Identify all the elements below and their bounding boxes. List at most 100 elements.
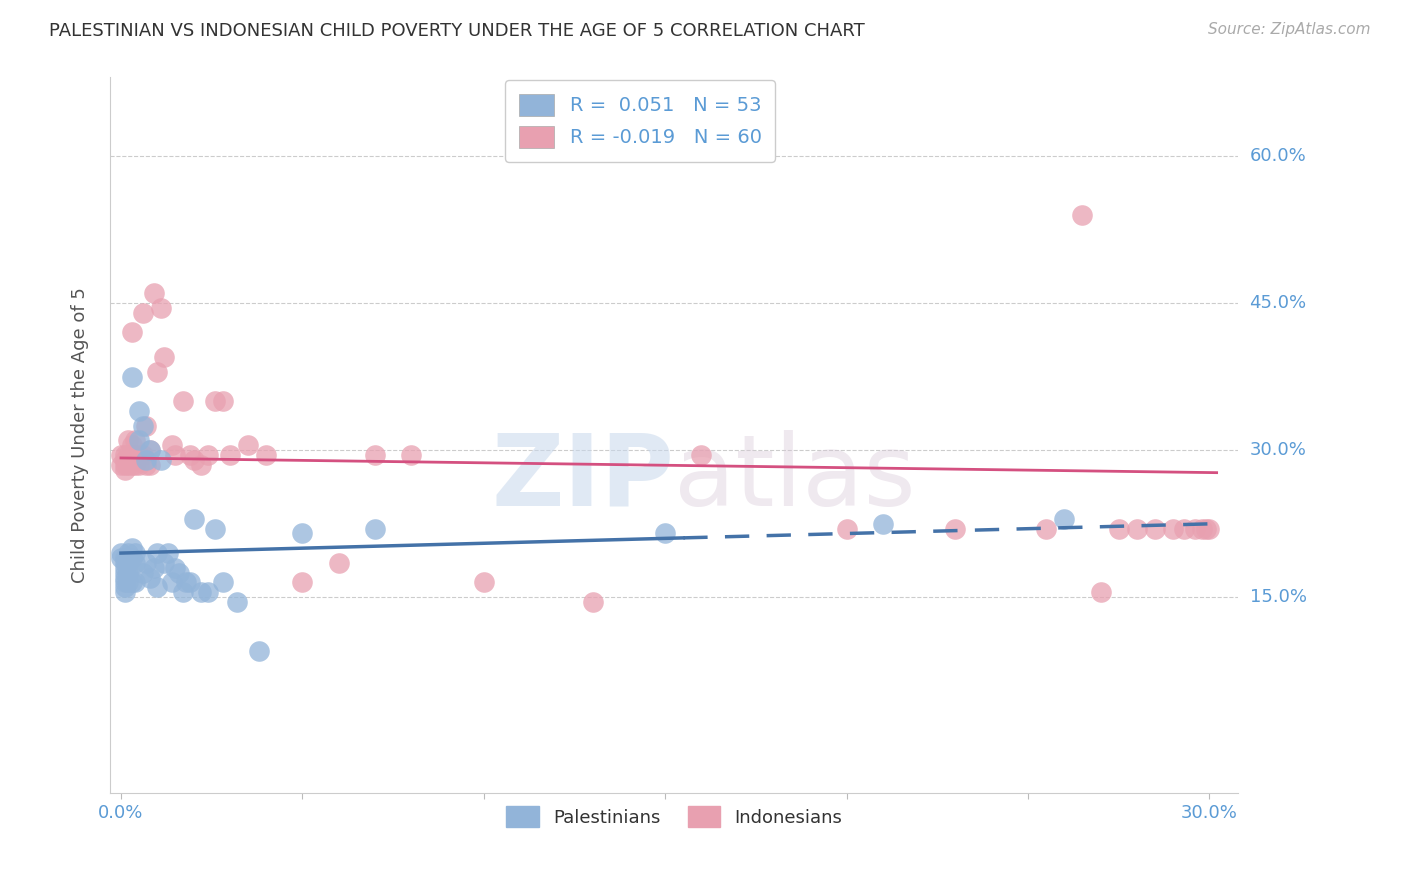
Point (132, 448, 155, 462)
Point (1053, 512, 1076, 526)
Point (835, 522, 858, 536)
Point (1191, 522, 1213, 536)
Point (1143, 522, 1166, 536)
Point (117, 434, 139, 448)
Point (132, 306, 155, 320)
Point (149, 453, 172, 467)
Point (110, 551, 132, 566)
Point (132, 566, 155, 580)
Point (1126, 522, 1149, 536)
Point (128, 448, 150, 462)
Point (172, 394, 194, 409)
Point (139, 458, 162, 472)
Point (190, 585, 212, 599)
Point (114, 556, 136, 570)
Point (364, 522, 387, 536)
Text: 15.0%: 15.0% (1250, 588, 1306, 607)
Point (291, 526, 314, 541)
Point (110, 448, 132, 462)
Point (139, 443, 162, 458)
Point (142, 286, 165, 301)
Point (1198, 522, 1220, 536)
Point (872, 516, 894, 531)
Point (153, 350, 176, 364)
Text: atlas: atlas (675, 430, 915, 527)
Point (124, 458, 146, 472)
Point (149, 301, 172, 315)
Point (121, 541, 143, 556)
Point (139, 443, 162, 458)
Point (190, 458, 212, 472)
Point (114, 453, 136, 467)
Point (124, 448, 146, 462)
Point (581, 595, 603, 609)
Point (128, 404, 150, 418)
Point (183, 453, 205, 467)
Point (197, 448, 219, 462)
Point (179, 575, 201, 590)
Point (1195, 522, 1218, 536)
Point (211, 394, 233, 409)
Point (117, 458, 139, 472)
Point (1090, 585, 1112, 599)
Point (135, 453, 157, 467)
Point (165, 448, 187, 462)
Point (167, 566, 190, 580)
Point (1071, 208, 1094, 222)
Point (160, 575, 183, 590)
Point (121, 326, 143, 340)
Point (135, 556, 157, 570)
Point (146, 546, 169, 560)
Point (114, 585, 136, 599)
Point (114, 575, 136, 590)
Point (1035, 522, 1057, 536)
Text: 30.0%: 30.0% (1250, 442, 1306, 459)
Point (165, 561, 187, 575)
Point (114, 463, 136, 477)
Point (132, 418, 155, 433)
Legend: Palestinians, Indonesians: Palestinians, Indonesians (499, 799, 849, 834)
Point (291, 575, 314, 590)
Point (135, 458, 157, 472)
Point (114, 581, 136, 595)
Point (114, 566, 136, 580)
Point (117, 546, 139, 560)
Text: PALESTINIAN VS INDONESIAN CHILD POVERTY UNDER THE AGE OF 5 CORRELATION CHART: PALESTINIAN VS INDONESIAN CHILD POVERTY … (49, 22, 865, 40)
Point (945, 522, 967, 536)
Point (117, 556, 139, 570)
Point (117, 448, 139, 462)
Point (124, 575, 146, 590)
Text: ZIP: ZIP (491, 430, 675, 527)
Point (121, 369, 143, 384)
Point (236, 438, 259, 452)
Point (690, 448, 713, 462)
Point (1108, 522, 1130, 536)
Point (117, 566, 139, 580)
Point (472, 575, 495, 590)
Point (117, 575, 139, 590)
Point (1184, 522, 1206, 536)
Point (114, 571, 136, 585)
Point (110, 458, 132, 472)
Point (135, 418, 157, 433)
Point (146, 581, 169, 595)
Point (110, 546, 132, 560)
Point (218, 448, 240, 462)
Point (114, 561, 136, 575)
Point (197, 585, 219, 599)
Point (128, 458, 150, 472)
Point (121, 438, 143, 452)
Point (211, 575, 233, 590)
Y-axis label: Child Poverty Under the Age of 5: Child Poverty Under the Age of 5 (72, 287, 89, 583)
Point (254, 448, 277, 462)
Point (142, 561, 165, 575)
Point (121, 551, 143, 566)
Point (146, 365, 169, 379)
Point (114, 458, 136, 472)
Point (204, 522, 226, 536)
Point (139, 571, 162, 585)
Point (1173, 522, 1195, 536)
Point (174, 575, 197, 590)
Point (128, 434, 150, 448)
Point (124, 434, 146, 448)
